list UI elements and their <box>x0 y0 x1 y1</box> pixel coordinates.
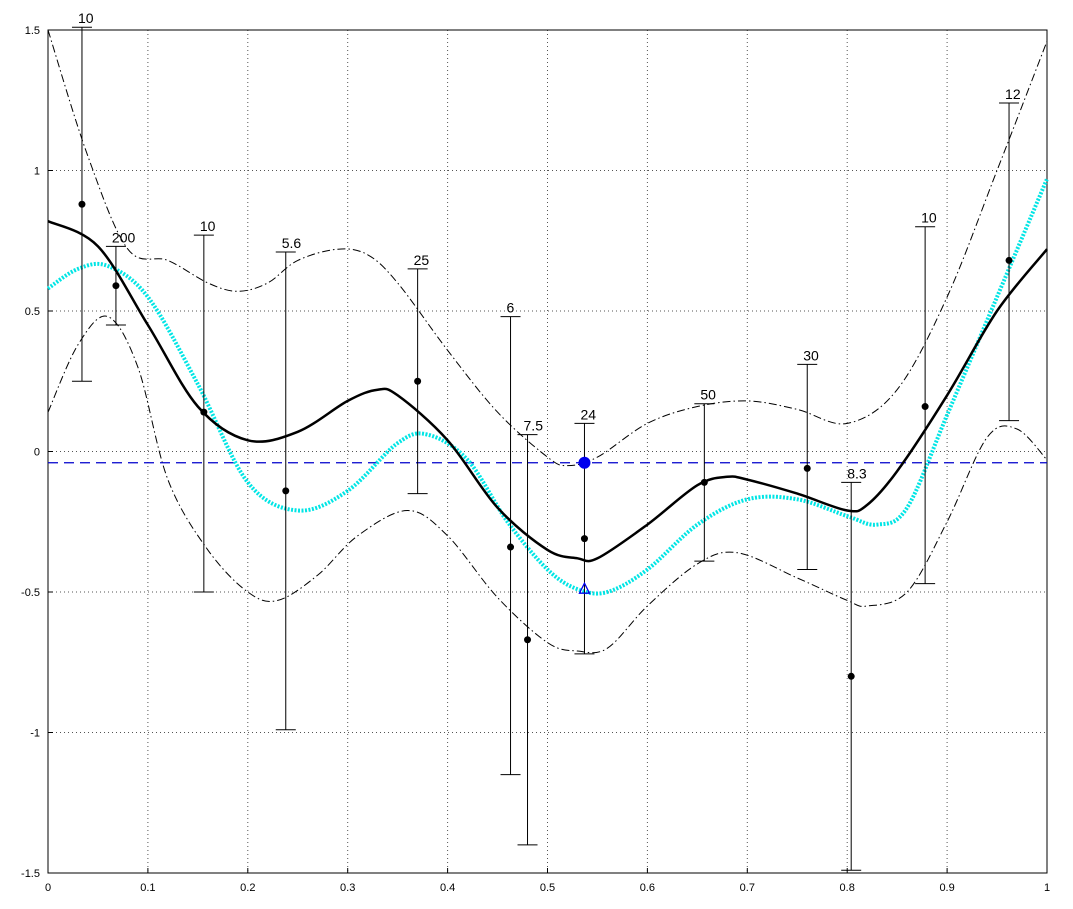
y-tick-label: 0.5 <box>25 306 40 318</box>
data-point <box>200 408 208 416</box>
point-label: 10 <box>921 210 937 226</box>
data-point <box>580 535 588 543</box>
point-label: 12 <box>1005 86 1021 102</box>
x-tick-label: 0.3 <box>340 882 355 894</box>
x-tick-label: 1 <box>1044 882 1050 894</box>
highlight-point <box>578 456 591 469</box>
y-tick-label: 1 <box>34 166 40 178</box>
point-label: 30 <box>803 347 819 363</box>
y-tick-label: -1.5 <box>21 868 40 880</box>
y-tick-label: 1.5 <box>25 25 40 37</box>
data-point <box>921 403 929 411</box>
point-label: 10 <box>78 10 94 26</box>
y-tick-label: -0.5 <box>21 587 40 599</box>
point-label: 7.5 <box>524 418 544 434</box>
point-label: 200 <box>112 229 136 245</box>
data-point <box>112 282 120 290</box>
data-point <box>1005 256 1013 264</box>
grid <box>48 30 1047 873</box>
data-point <box>803 464 811 472</box>
y-tick-label: 0 <box>34 447 40 459</box>
mean-curve <box>47 219 1048 563</box>
y-axis-ticks: 1.5 1 0.5 0 -0.5 -1 -1.5 <box>21 25 53 880</box>
y-tick-label: -1 <box>30 728 40 740</box>
curves <box>46 29 1049 654</box>
x-tick-label: 0 <box>45 882 51 894</box>
point-label: 24 <box>580 406 596 422</box>
point-labels: 10 200 10 5.6 25 6 7.5 24 50 30 8.3 10 12 <box>78 10 1021 481</box>
lower-bound-curve <box>47 315 1048 654</box>
data-point <box>700 478 708 486</box>
x-tick-label: 0.7 <box>740 882 755 894</box>
point-label: 8.3 <box>847 465 867 481</box>
point-label: 25 <box>414 252 430 268</box>
triangle-marker <box>578 581 591 594</box>
x-axis-ticks: 0 0.1 0.2 0.3 0.4 0.5 0.6 0.7 0.8 0.9 1 <box>45 868 1050 894</box>
data-point <box>524 636 532 644</box>
data-point <box>847 672 855 680</box>
data-point <box>282 487 290 495</box>
alt-curve <box>46 178 1049 596</box>
point-label: 50 <box>700 387 716 403</box>
x-tick-label: 0.2 <box>240 882 255 894</box>
data-point <box>78 200 86 208</box>
point-label: 10 <box>200 218 216 234</box>
markers <box>78 200 1013 680</box>
point-label: 5.6 <box>282 235 302 251</box>
x-tick-label: 0.4 <box>440 882 455 894</box>
data-point <box>414 377 422 385</box>
upper-bound-curve <box>47 29 1048 467</box>
point-label: 6 <box>507 300 515 316</box>
x-tick-label: 0.8 <box>840 882 855 894</box>
x-tick-label: 0.9 <box>939 882 954 894</box>
x-tick-label: 0.1 <box>140 882 155 894</box>
data-point <box>507 543 515 551</box>
x-tick-label: 0.5 <box>540 882 555 894</box>
x-tick-label: 0.6 <box>640 882 655 894</box>
